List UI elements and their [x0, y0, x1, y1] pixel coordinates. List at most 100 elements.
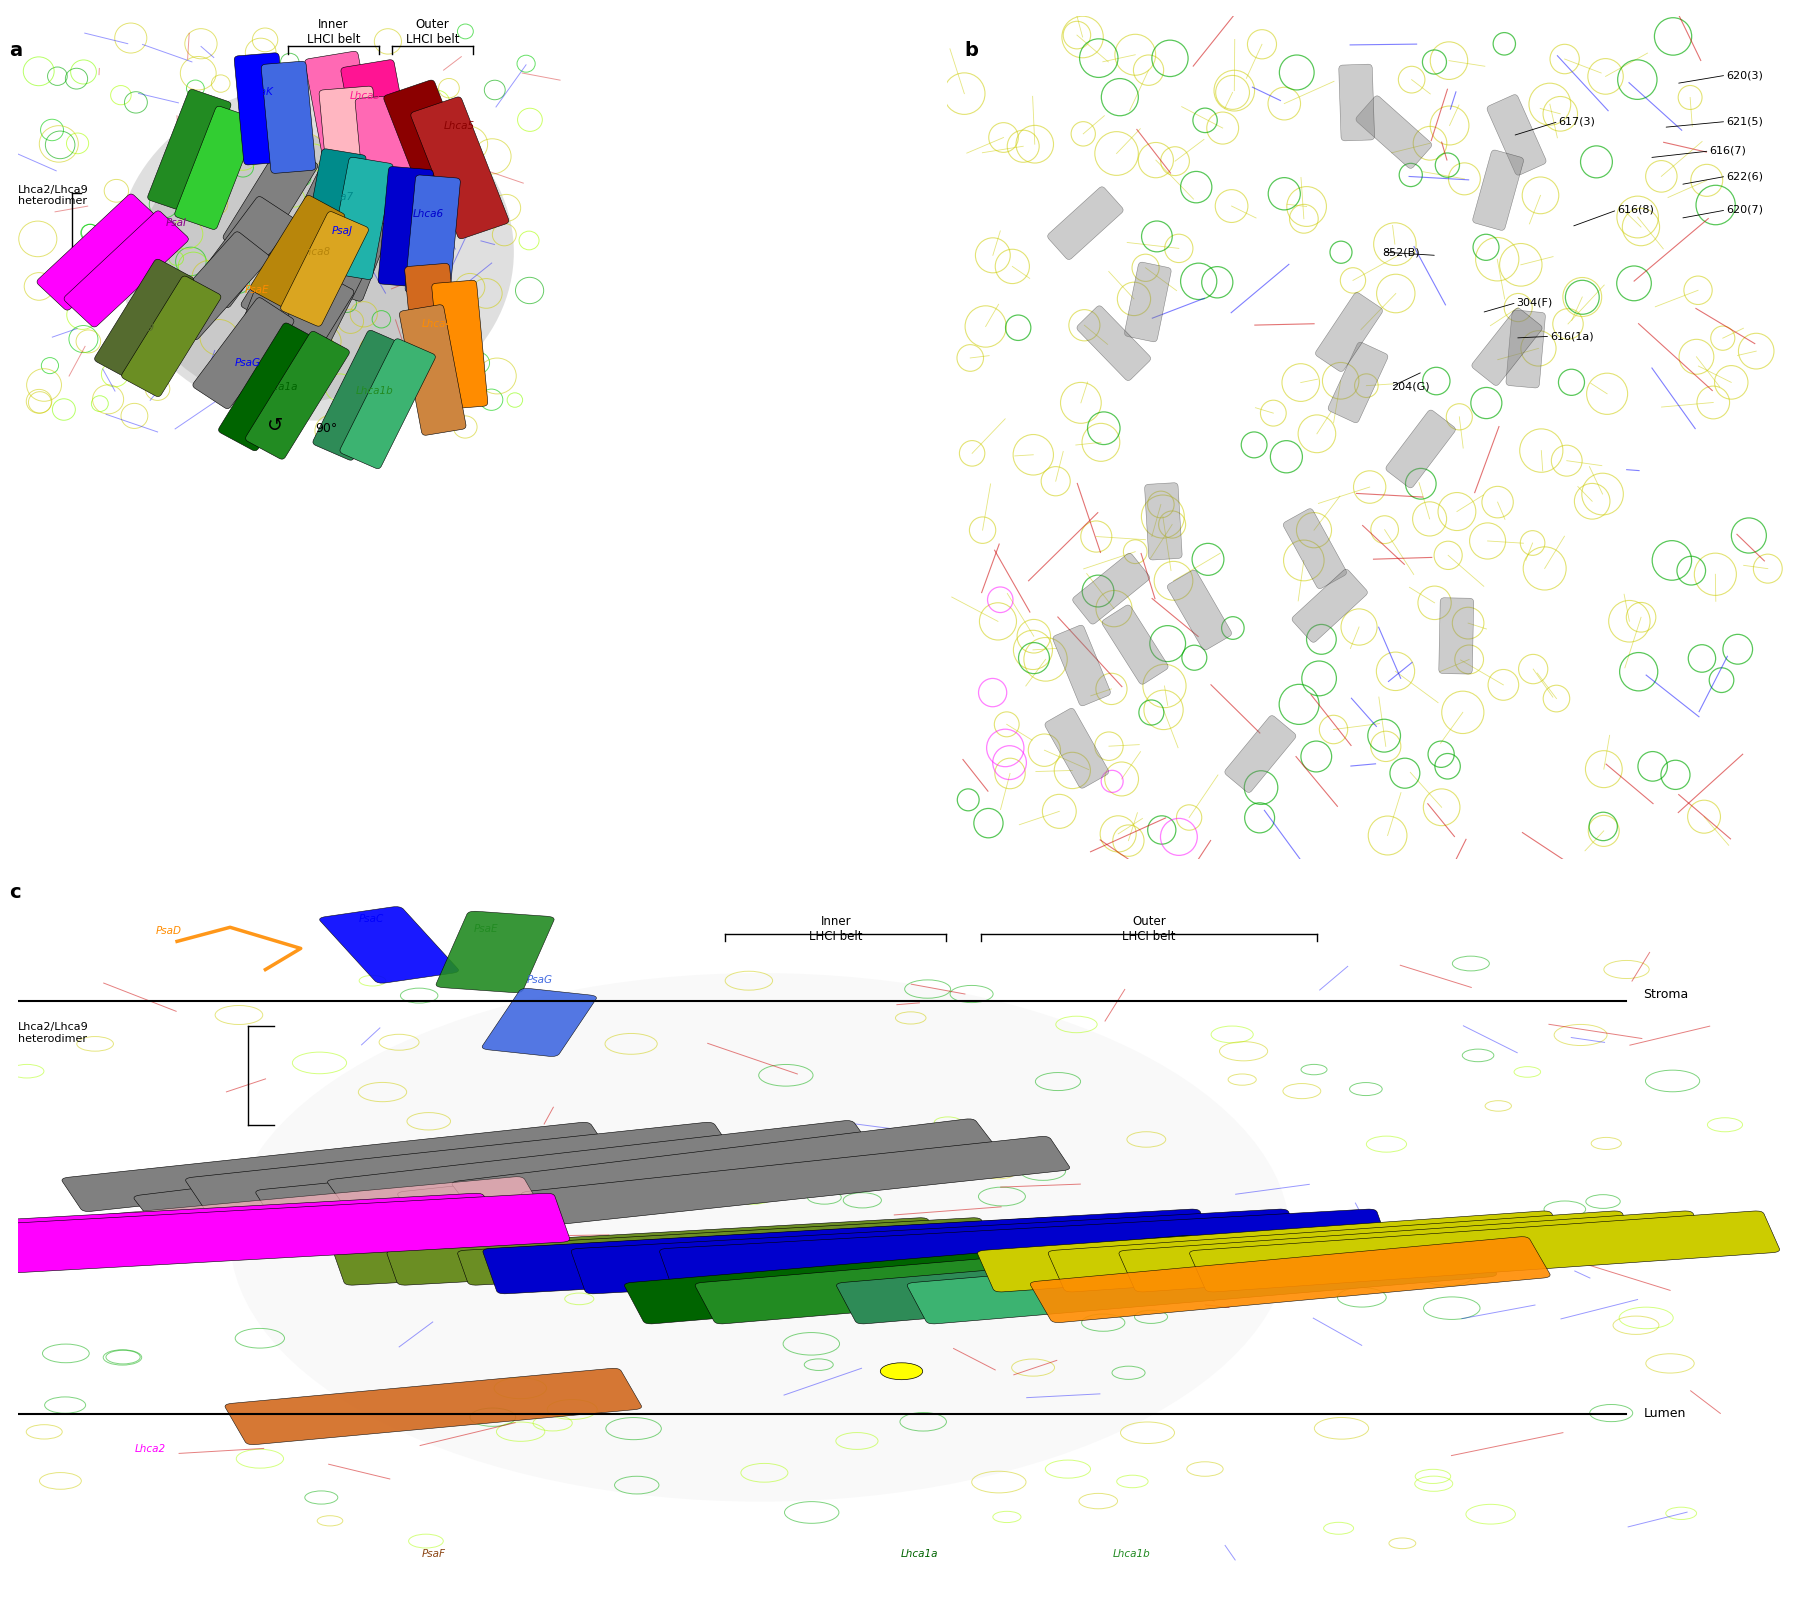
FancyBboxPatch shape	[1329, 342, 1388, 423]
FancyBboxPatch shape	[406, 175, 460, 295]
Text: PsaL: PsaL	[168, 143, 193, 152]
FancyBboxPatch shape	[384, 79, 481, 222]
FancyBboxPatch shape	[907, 1236, 1496, 1324]
Text: Lhca2/Lhca9
heterodimer: Lhca2/Lhca9 heterodimer	[18, 1022, 88, 1043]
Text: Lumen: Lumen	[1644, 1408, 1686, 1421]
FancyBboxPatch shape	[193, 196, 294, 308]
Ellipse shape	[117, 84, 514, 421]
Text: PsaC: PsaC	[359, 914, 384, 923]
FancyBboxPatch shape	[38, 194, 160, 309]
FancyBboxPatch shape	[1293, 569, 1367, 643]
Text: c: c	[9, 883, 20, 902]
FancyBboxPatch shape	[301, 149, 366, 271]
FancyBboxPatch shape	[564, 1218, 1168, 1285]
FancyBboxPatch shape	[1102, 604, 1168, 684]
FancyBboxPatch shape	[314, 330, 407, 460]
Text: PsaI: PsaI	[166, 217, 186, 227]
Text: Lhca5: Lhca5	[444, 122, 476, 131]
FancyBboxPatch shape	[1167, 570, 1231, 650]
Text: PsaG: PsaG	[234, 358, 261, 368]
Text: 616(1a): 616(1a)	[1551, 332, 1594, 342]
Text: a: a	[9, 40, 22, 60]
FancyBboxPatch shape	[251, 196, 344, 309]
FancyBboxPatch shape	[224, 144, 317, 258]
FancyBboxPatch shape	[1073, 554, 1150, 624]
FancyBboxPatch shape	[1284, 509, 1347, 588]
FancyBboxPatch shape	[1048, 1212, 1639, 1291]
Text: PsaG: PsaG	[526, 975, 552, 985]
FancyBboxPatch shape	[660, 1209, 1390, 1294]
FancyBboxPatch shape	[1125, 262, 1172, 342]
FancyBboxPatch shape	[319, 907, 458, 983]
Text: b: b	[965, 40, 979, 60]
Text: Lhca8: Lhca8	[299, 248, 332, 258]
Text: 90°: 90°	[316, 423, 337, 436]
Text: Lhca1b: Lhca1b	[1112, 1549, 1150, 1560]
Text: 616(7): 616(7)	[1709, 146, 1747, 156]
FancyBboxPatch shape	[121, 275, 222, 397]
FancyBboxPatch shape	[341, 60, 416, 191]
FancyBboxPatch shape	[483, 1209, 1213, 1294]
Text: Lhca2/Lhca9
heterodimer: Lhca2/Lhca9 heterodimer	[18, 185, 88, 206]
Text: PsaD: PsaD	[155, 925, 182, 936]
FancyBboxPatch shape	[400, 305, 465, 436]
FancyBboxPatch shape	[398, 1136, 947, 1226]
FancyBboxPatch shape	[837, 1236, 1426, 1324]
FancyBboxPatch shape	[328, 157, 393, 280]
FancyBboxPatch shape	[436, 910, 554, 993]
Text: Lhca7: Lhca7	[323, 193, 353, 202]
FancyBboxPatch shape	[696, 1236, 1284, 1324]
Text: Lhca2: Lhca2	[135, 1443, 166, 1453]
FancyBboxPatch shape	[379, 167, 433, 287]
FancyBboxPatch shape	[133, 1132, 680, 1230]
FancyBboxPatch shape	[1224, 716, 1296, 792]
FancyBboxPatch shape	[148, 89, 231, 212]
Circle shape	[880, 1362, 923, 1380]
FancyBboxPatch shape	[355, 94, 420, 224]
FancyBboxPatch shape	[260, 271, 353, 384]
FancyBboxPatch shape	[1356, 96, 1432, 168]
FancyBboxPatch shape	[1046, 708, 1109, 789]
FancyBboxPatch shape	[272, 170, 359, 284]
FancyBboxPatch shape	[328, 1121, 874, 1213]
FancyBboxPatch shape	[231, 253, 310, 369]
FancyBboxPatch shape	[1506, 309, 1545, 387]
FancyBboxPatch shape	[1316, 293, 1383, 371]
Text: PsaE: PsaE	[245, 285, 269, 295]
FancyBboxPatch shape	[186, 1123, 734, 1212]
Text: Inner
LHCI belt: Inner LHCI belt	[810, 915, 864, 943]
FancyBboxPatch shape	[1473, 151, 1524, 230]
Text: ↺: ↺	[267, 416, 283, 436]
Text: 620(7): 620(7)	[1725, 206, 1763, 215]
FancyBboxPatch shape	[404, 264, 462, 392]
FancyBboxPatch shape	[94, 259, 195, 379]
FancyBboxPatch shape	[481, 988, 597, 1056]
FancyBboxPatch shape	[281, 212, 368, 326]
Text: Stroma: Stroma	[1644, 988, 1689, 1001]
FancyBboxPatch shape	[1076, 306, 1150, 381]
FancyBboxPatch shape	[193, 298, 294, 408]
Text: PsaE: PsaE	[474, 925, 498, 935]
FancyBboxPatch shape	[1120, 1212, 1709, 1291]
FancyBboxPatch shape	[162, 232, 270, 340]
FancyBboxPatch shape	[319, 86, 384, 215]
FancyBboxPatch shape	[1340, 65, 1374, 141]
Text: 304(F): 304(F)	[1516, 298, 1552, 308]
FancyBboxPatch shape	[1487, 94, 1547, 175]
Text: Outer
LHCI belt: Outer LHCI belt	[1121, 915, 1176, 943]
FancyBboxPatch shape	[458, 1218, 1062, 1285]
FancyBboxPatch shape	[242, 212, 335, 326]
FancyBboxPatch shape	[1048, 186, 1123, 259]
FancyBboxPatch shape	[261, 62, 316, 173]
Text: 620(3): 620(3)	[1725, 70, 1763, 79]
FancyBboxPatch shape	[334, 1218, 939, 1285]
FancyBboxPatch shape	[341, 339, 435, 468]
Text: Lhca1a: Lhca1a	[261, 382, 297, 392]
FancyBboxPatch shape	[977, 1212, 1567, 1291]
Text: Lhca1b: Lhca1b	[355, 386, 393, 395]
Text: 622(6): 622(6)	[1725, 172, 1763, 181]
Text: PsaF: PsaF	[422, 1549, 445, 1560]
Text: 617(3): 617(3)	[1558, 117, 1596, 126]
Text: Lhca2: Lhca2	[70, 251, 101, 261]
FancyBboxPatch shape	[521, 1136, 1069, 1226]
